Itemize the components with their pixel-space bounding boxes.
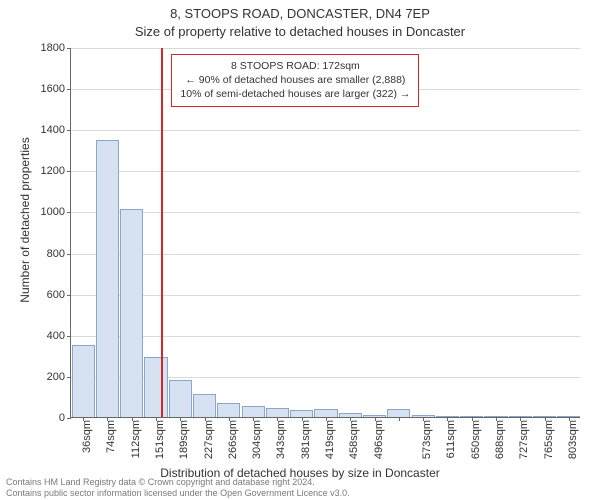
annotation-box: 8 STOOPS ROAD: 172sqm← 90% of detached h…: [171, 54, 419, 107]
annotation-line: 10% of semi-detached houses are larger (…: [180, 87, 410, 101]
xtick-label: 266sqm: [227, 420, 239, 459]
ytick-mark: [67, 254, 71, 255]
ytick-mark: [67, 130, 71, 131]
ytick-label: 1600: [41, 83, 65, 95]
page-title: 8, STOOPS ROAD, DONCASTER, DN4 7EP: [0, 6, 600, 21]
ytick-mark: [67, 48, 71, 49]
gridline-h: [71, 171, 580, 172]
histogram-bar: [96, 140, 119, 418]
ytick-mark: [67, 377, 71, 378]
gridline-h: [71, 48, 580, 49]
histogram-bar: [387, 409, 410, 417]
ytick-mark: [67, 295, 71, 296]
xtick-label: 343sqm: [275, 420, 287, 459]
ytick-label: 1400: [41, 124, 65, 136]
xtick-label: 419sqm: [324, 420, 336, 459]
ytick-label: 400: [47, 330, 65, 342]
ytick-label: 200: [47, 371, 65, 383]
page-subtitle: Size of property relative to detached ho…: [0, 24, 600, 39]
xtick-label: 496sqm: [373, 420, 385, 459]
ytick-mark: [67, 89, 71, 90]
ytick-label: 800: [47, 248, 65, 260]
xtick-label: 803sqm: [567, 420, 579, 459]
xtick-label: 727sqm: [518, 420, 530, 459]
reference-line: [161, 48, 163, 417]
xtick-label: 573sqm: [421, 420, 433, 459]
ytick-label: 1800: [41, 42, 65, 54]
xtick-label: 650sqm: [470, 420, 482, 459]
y-axis-label-wrap: Number of detached properties: [12, 0, 24, 440]
ytick-label: 1000: [41, 206, 65, 218]
xtick-label: 688sqm: [494, 420, 506, 459]
histogram-bar: [120, 209, 143, 417]
gridline-h: [71, 212, 580, 213]
gridline-h: [71, 295, 580, 296]
xtick-label: 189sqm: [178, 420, 190, 459]
chart-container: 8, STOOPS ROAD, DONCASTER, DN4 7EP Size …: [0, 0, 600, 500]
footer-attribution: Contains HM Land Registry data © Crown c…: [6, 477, 350, 498]
annotation-line: 8 STOOPS ROAD: 172sqm: [180, 59, 410, 73]
xtick-label: 36sqm: [81, 420, 93, 453]
ytick-label: 1200: [41, 165, 65, 177]
xtick-label: 151sqm: [154, 420, 166, 459]
histogram-bar: [169, 380, 192, 417]
xtick-label: 112sqm: [130, 420, 142, 458]
histogram-bar: [217, 403, 240, 417]
xtick-label: 227sqm: [203, 420, 215, 459]
xtick-label: 765sqm: [543, 420, 555, 459]
histogram-bar: [144, 357, 167, 417]
xtick-mark: [399, 417, 400, 421]
ytick-mark: [67, 171, 71, 172]
plot-area: 02004006008001000120014001600180036sqm74…: [70, 48, 580, 418]
histogram-bar: [242, 406, 265, 417]
histogram-bar: [314, 409, 337, 417]
xtick-label: 304sqm: [251, 420, 263, 459]
footer-line-1: Contains HM Land Registry data © Crown c…: [6, 477, 350, 487]
histogram-bar: [72, 345, 95, 417]
gridline-h: [71, 254, 580, 255]
xtick-label: 381sqm: [300, 420, 312, 459]
ytick-mark: [67, 418, 71, 419]
y-axis-label: Number of detached properties: [18, 137, 32, 302]
gridline-h: [71, 130, 580, 131]
annotation-line: ← 90% of detached houses are smaller (2,…: [180, 73, 410, 87]
ytick-label: 600: [47, 289, 65, 301]
footer-line-2: Contains public sector information licen…: [6, 488, 350, 498]
ytick-mark: [67, 212, 71, 213]
histogram-bar: [266, 408, 289, 417]
xtick-label: 458sqm: [348, 420, 360, 459]
ytick-label: 0: [59, 412, 65, 424]
xtick-label: 74sqm: [105, 420, 117, 453]
histogram-bar: [193, 394, 216, 417]
xtick-label: 611sqm: [445, 420, 457, 458]
ytick-mark: [67, 336, 71, 337]
gridline-h: [71, 336, 580, 337]
